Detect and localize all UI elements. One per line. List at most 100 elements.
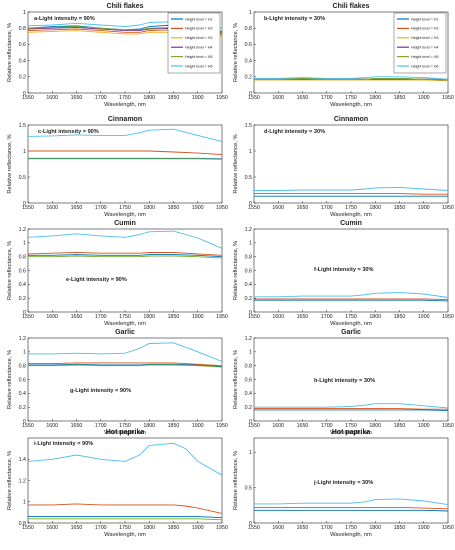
x-tick-label: 1900 [192,423,204,429]
y-tick-label: 0 [23,310,26,316]
x-tick-label: 1650 [297,95,309,101]
series-line [27,230,223,249]
y-tick-label: 0.4 [245,391,252,397]
x-tick-label: 1700 [95,205,107,211]
x-tick-label: 1700 [95,314,107,320]
y-tick-label: 1.5 [19,123,26,129]
x-tick-label: 1800 [369,95,381,101]
y-tick-label: 0.8 [245,26,252,32]
panel-label: h-Light intensity = 30% [314,378,375,384]
y-tick-label: 0 [249,419,252,425]
y-tick-label: 0 [23,419,26,425]
x-tick-label: 1750 [119,95,131,101]
x-tick-label: 1950 [442,525,454,531]
legend-entry: Height level = H3 [411,36,438,40]
y-tick-label: 1.4 [19,457,26,463]
y-axis-label: Relative reflectance, % [7,134,13,193]
x-axis-label: Wavelength, nm [104,212,146,218]
x-tick-label: 1600 [46,314,58,320]
panel-title: Cinnamon [334,116,368,123]
x-tick-label: 1800 [143,525,155,531]
x-tick-label: 1800 [143,314,155,320]
legend-entry: Height level = H6 [411,64,438,68]
x-tick-label: 1550 [248,205,260,211]
y-tick-label: 0.8 [19,521,26,527]
series-line [28,157,223,160]
panel-label: c-Light intensity = 90% [38,129,99,135]
x-tick-label: 1750 [119,205,131,211]
x-tick-label: 1900 [192,314,204,320]
y-axis-label: Relative reflectance, % [233,350,239,409]
series-line [254,299,449,302]
legend-entry: Height level = H3 [185,36,212,40]
chart-panel-9: Hot paprika 1550 1600 1650 1700 1750 1800 1850 1… [7,429,228,538]
x-axis-label: Wavelength, nm [330,212,372,218]
panel-title: Cumin [114,220,136,227]
y-tick-label: 1.2 [245,227,252,233]
x-axis-label: Wavelength, nm [330,321,372,327]
series-line [254,498,449,506]
series-line [254,509,449,512]
x-tick-label: 1950 [216,95,228,101]
y-tick-label: 0.2 [19,75,26,81]
y-tick-label: 0 [249,91,252,97]
y-tick-label: 0.6 [19,42,26,48]
x-tick-label: 1700 [321,423,333,429]
x-tick-label: 1600 [272,95,284,101]
y-tick-label: 0.2 [245,296,252,302]
y-tick-label: 1.2 [19,478,26,484]
x-tick-label: 1850 [168,95,180,101]
x-tick-label: 1650 [297,314,309,320]
series-line [28,516,223,519]
panel-title: Hot paprika [332,429,371,436]
plot-frame [27,228,223,313]
series-line [254,292,449,298]
x-axis-label: Wavelength, nm [104,532,146,538]
y-tick-label: 0.4 [19,58,26,64]
y-axis-label: Relative reflectance, % [7,241,13,300]
y-axis-label: Relative reflectance, % [233,241,239,300]
chart-panel-6: Cumin 1550 1600 1650 1700 1750 1800 1850 1900 195… [233,220,454,327]
chart-panel-10: Hot paprika 1550 1600 1650 1700 1750 1800 1850 1… [233,429,454,538]
y-tick-label: 0.8 [245,254,252,260]
series-line [28,503,223,514]
x-tick-label: 1900 [418,95,430,101]
panel-label: g-Light intensity = 90% [70,388,131,394]
x-tick-label: 1900 [418,205,430,211]
x-tick-label: 1850 [394,423,406,429]
y-axis-label: Relative reflectance, % [7,350,13,409]
series-line [254,403,449,409]
x-tick-label: 1550 [22,314,34,320]
x-tick-label: 1950 [216,525,228,531]
x-tick-label: 1900 [192,205,204,211]
y-tick-label: 0.5 [245,485,252,491]
x-tick-label: 1900 [418,423,430,429]
y-tick-label: 0.2 [245,75,252,81]
legend-entry: Height level = H6 [185,64,212,68]
x-tick-label: 1900 [418,525,430,531]
x-tick-label: 1750 [119,525,131,531]
x-tick-label: 1700 [321,314,333,320]
series-line [28,363,223,367]
x-tick-label: 1600 [272,205,284,211]
x-axis-label: Wavelength, nm [104,321,146,327]
plot-frame [27,437,223,524]
x-tick-label: 1700 [321,95,333,101]
y-axis-label: Relative reflectance, % [7,23,13,82]
x-tick-label: 1550 [22,205,34,211]
chart-panel-7: Garlic 1550 1600 1650 1700 1750 1800 1850 1900 19… [7,329,228,436]
y-axis-label: Relative reflectance, % [7,451,13,510]
x-tick-label: 1650 [297,205,309,211]
plot-frame [27,124,223,204]
panel-title: Hot paprika [106,429,145,436]
series-line [28,342,223,362]
x-tick-label: 1550 [248,314,260,320]
y-tick-label: 1 [23,350,26,356]
y-tick-label: 0.6 [19,268,26,274]
y-tick-label: 1.2 [19,336,26,342]
x-axis-label: Wavelength, nm [330,102,372,108]
y-tick-label: 0.6 [245,377,252,383]
x-tick-label: 1700 [95,525,107,531]
y-tick-label: 1 [249,450,252,456]
